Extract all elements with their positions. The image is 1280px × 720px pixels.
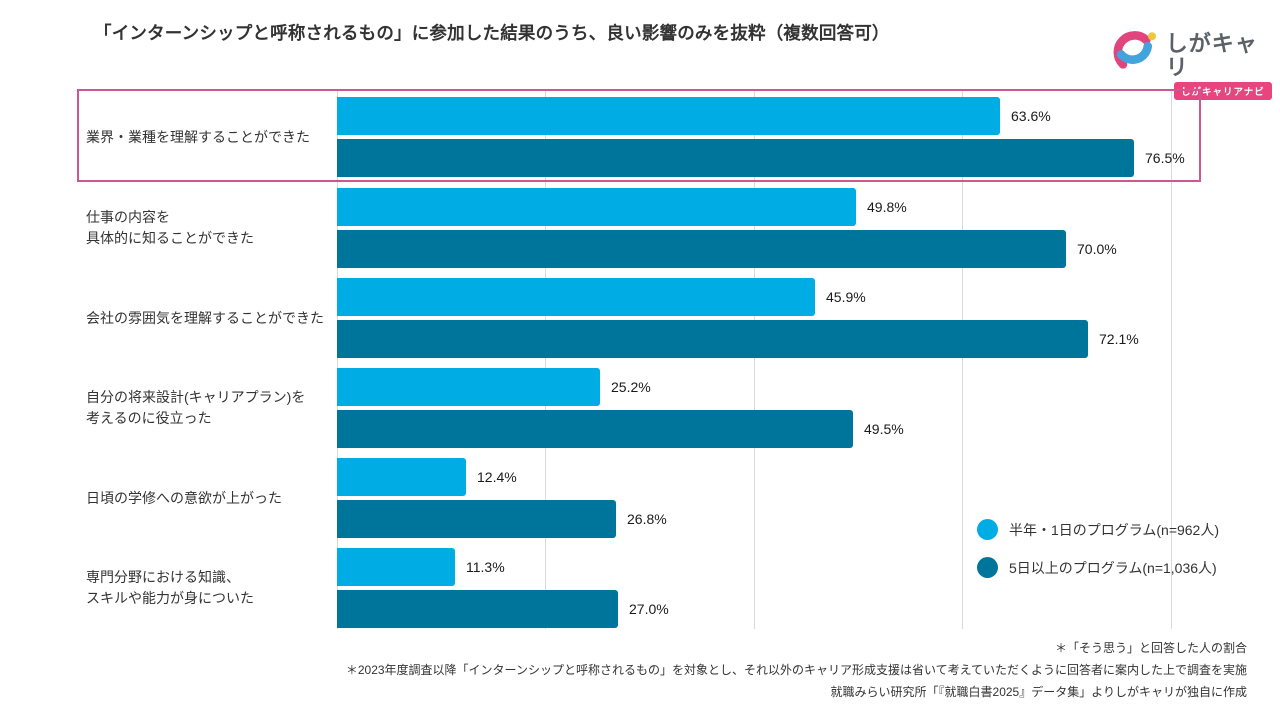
bar-series1 xyxy=(337,188,856,226)
bar-series2 xyxy=(337,230,1066,268)
footnote-line: ＊2023年度調査以降「インターンシップと呼称されるもの」を対象とし、それ以外の… xyxy=(345,663,1247,677)
category-label: 日頃の学修への意欲が上がった xyxy=(86,489,282,506)
bar-series1 xyxy=(337,97,1000,135)
bar-value-label: 63.6% xyxy=(1011,108,1051,124)
bar-series2 xyxy=(337,410,853,448)
category-label: 仕事の内容を 具体的に知ることができた xyxy=(86,209,254,246)
page-title: 「インターンシップと呼称されるもの」に参加した結果のうち、良い影響のみを抜粋（複… xyxy=(94,23,890,43)
category-label: 専門分野における知識、 スキルや能力が身についた xyxy=(86,569,254,606)
bar-value-label: 72.1% xyxy=(1099,331,1139,347)
bar-value-label: 25.2% xyxy=(611,379,651,395)
category-label: 業界・業種を理解することができた xyxy=(86,128,310,145)
gridline xyxy=(754,89,755,629)
legend-item: 5日以上のプログラム(n=1,036人) xyxy=(977,557,1219,578)
bar-value-label: 49.5% xyxy=(864,421,904,437)
bar-series1 xyxy=(337,368,600,406)
footnotes: ＊「そう思う」と回答した人の割合 ＊2023年度調査以降「インターンシップと呼称… xyxy=(346,637,1247,703)
brand-badge: しがキャリアナビ xyxy=(1173,82,1272,101)
bar-value-label: 70.0% xyxy=(1077,241,1117,257)
legend-label: 半年・1日のプログラム(n=962人) xyxy=(1009,521,1220,538)
bar-series2 xyxy=(337,139,1134,177)
gridline xyxy=(1171,89,1172,629)
gridline xyxy=(545,89,546,629)
brand-logo: しがキャリ しがキャリアナビ xyxy=(1113,29,1280,101)
brand-logo-icon xyxy=(1113,31,1157,69)
bar-series1 xyxy=(337,278,815,316)
footnote-line: 就職みらい研究所「『就職白書2025』データ集」よりしがキャリが独自に作成 xyxy=(830,685,1247,699)
bar-value-label: 45.9% xyxy=(826,289,866,305)
logo-yellow-dot xyxy=(1148,32,1157,41)
legend: 半年・1日のプログラム(n=962人) 5日以上のプログラム(n=1,036人) xyxy=(977,519,1219,578)
legend-item: 半年・1日のプログラム(n=962人) xyxy=(977,519,1219,540)
brand-logo-text: しがキャリ しがキャリアナビ xyxy=(1165,29,1280,101)
legend-swatch-icon xyxy=(977,519,998,540)
bar-value-label: 11.3% xyxy=(466,559,505,575)
category-label: 自分の将来設計(キャリアプラン)を 考えるのに役立った xyxy=(86,389,306,426)
bar-value-label: 76.5% xyxy=(1145,150,1185,166)
bar-series2 xyxy=(337,320,1088,358)
bar-series1 xyxy=(337,548,455,586)
bar-series2 xyxy=(337,500,616,538)
legend-label: 5日以上のプログラム(n=1,036人) xyxy=(1009,559,1217,576)
bar-value-label: 27.0% xyxy=(629,601,669,617)
bar-value-label: 12.4% xyxy=(477,469,517,485)
bar-value-label: 26.8% xyxy=(627,511,667,527)
bar-value-label: 49.8% xyxy=(867,199,907,215)
bar-series2 xyxy=(337,590,618,628)
gridline xyxy=(337,89,338,629)
brand-name: しがキャリ xyxy=(1165,31,1258,81)
legend-swatch-icon xyxy=(977,557,998,578)
footnote-line: ＊「そう思う」と回答した人の割合 xyxy=(1054,641,1247,655)
bar-series1 xyxy=(337,458,466,496)
gridline xyxy=(962,89,963,629)
category-label: 会社の雰囲気を理解することができた xyxy=(86,309,324,326)
